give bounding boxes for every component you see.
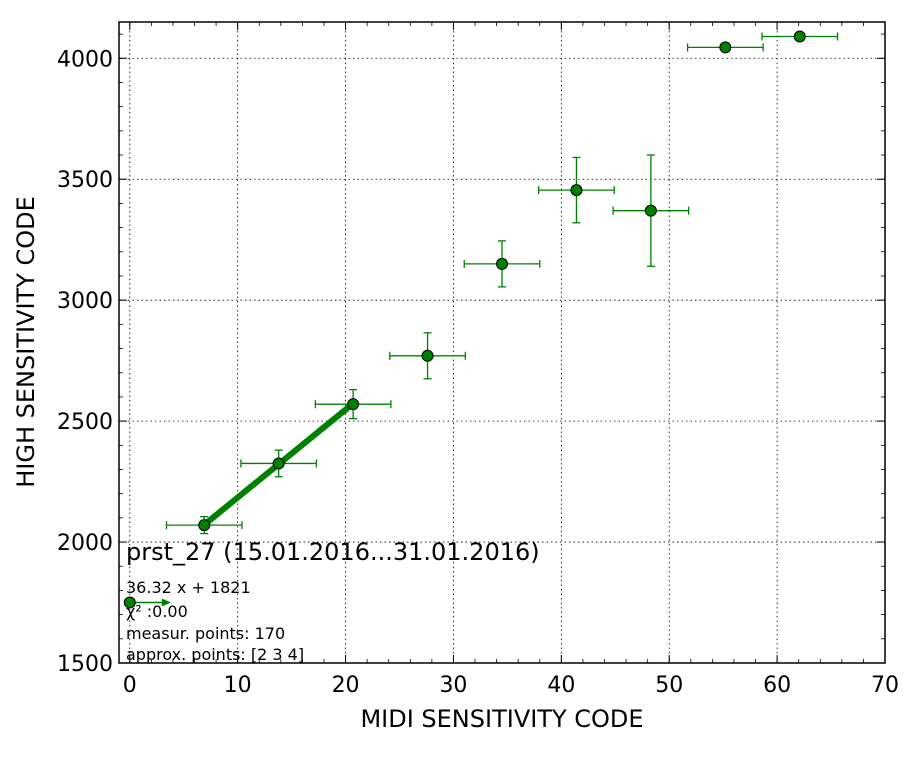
data-point [496, 257, 508, 270]
x-tick-label: 70 [871, 673, 899, 698]
tick-label-layer: 0 10 20 30 40 50 60 70 1500 2000 2500 3000 3500 4000 [57, 47, 899, 698]
y-tick-label: 4000 [57, 47, 113, 72]
legend-arrow-head [161, 598, 171, 607]
data-point [421, 349, 434, 362]
error-bar-layer [165, 32, 839, 535]
data-point [793, 30, 806, 43]
data-point [198, 519, 211, 532]
x-tick-label: 50 [655, 673, 683, 698]
y-axis-label: HIGH SENSITIVITY CODE [12, 196, 40, 488]
approx-points-label: approx. points: [2 3 4] [126, 645, 304, 664]
plot-area-frame [118, 21, 886, 664]
x-tick-label: 10 [224, 673, 252, 698]
x-tick-label: 30 [439, 673, 467, 698]
y-tick-label: 1500 [57, 652, 113, 677]
minor-tick-layer [119, 22, 886, 664]
x-tick-label: 40 [547, 673, 575, 698]
grid-layer [119, 22, 886, 664]
y-tick-label: 3000 [57, 289, 113, 314]
y-tick-label: 2000 [57, 531, 113, 556]
legend-marker-layer [123, 596, 171, 609]
legend-marker [123, 596, 136, 609]
x-tick-label: 60 [763, 673, 791, 698]
data-point [347, 398, 360, 411]
y-tick-label: 2500 [57, 410, 113, 435]
x-axis-label: MIDI SENSITIVITY CODE [360, 705, 643, 733]
x-tick-label: 20 [332, 673, 360, 698]
data-point [719, 41, 732, 54]
x-tick-label: 0 [123, 673, 137, 698]
measured-points-label: measur. points: 170 [126, 624, 285, 643]
y-tick-label: 3500 [57, 168, 113, 193]
data-point [570, 184, 583, 197]
marker-layer [198, 30, 806, 532]
data-point [272, 457, 285, 470]
chi2-label: χ² :0.00 [126, 602, 188, 621]
chart-title: prst_27 (15.01.2016...31.01.2016) [126, 538, 540, 566]
fit-equation-label: 36.32 x + 1821 [126, 578, 251, 597]
data-point [644, 204, 657, 217]
